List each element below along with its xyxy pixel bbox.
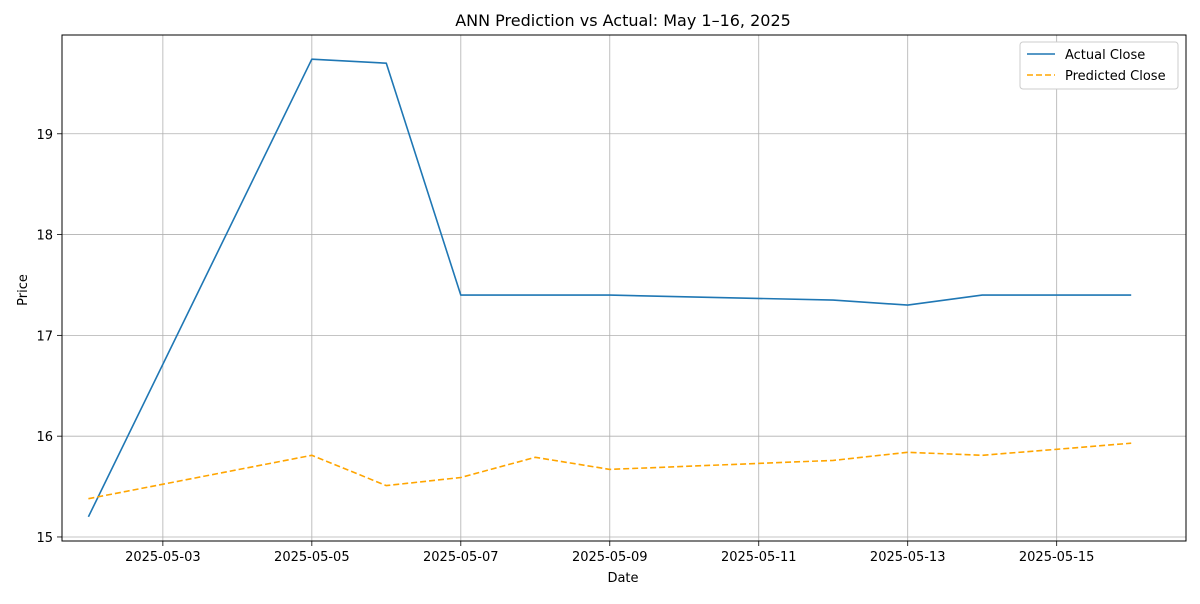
x-tick-label: 2025-05-07 [423, 550, 499, 565]
legend-label-actual-close: Actual Close [1065, 48, 1145, 63]
y-tick-label: 19 [36, 128, 53, 143]
plot-frame [61, 34, 1187, 542]
x-axis-label: Date [607, 571, 638, 586]
y-tick-label: 16 [36, 430, 53, 445]
series-line-actual-close [87, 58, 1132, 518]
legend: Actual Close Predicted Close [1019, 41, 1179, 90]
y-tick-label: 15 [36, 531, 53, 546]
legend-box [1019, 41, 1179, 90]
legend-label-predicted-close: Predicted Close [1065, 69, 1166, 84]
x-tick-label: 2025-05-13 [870, 550, 946, 565]
chart-title: ANN Prediction vs Actual: May 1–16, 2025 [455, 11, 791, 30]
y-axis-label: Price [16, 274, 31, 306]
grid-lines [62, 35, 1186, 541]
x-tick-label: 2025-05-15 [1019, 550, 1095, 565]
x-tick-label: 2025-05-11 [721, 550, 797, 565]
series-line-predicted-close [88, 442, 1132, 500]
axis-ticks: 2025-05-03 2025-05-05 2025-05-07 2025-05-09… [36, 128, 1094, 565]
x-tick-label: 2025-05-03 [125, 550, 201, 565]
series-lines [87, 58, 1132, 518]
y-tick-label: 17 [36, 329, 53, 344]
y-tick-label: 18 [36, 229, 53, 244]
x-tick-label: 2025-05-05 [274, 550, 350, 565]
x-tick-label: 2025-05-09 [572, 550, 648, 565]
